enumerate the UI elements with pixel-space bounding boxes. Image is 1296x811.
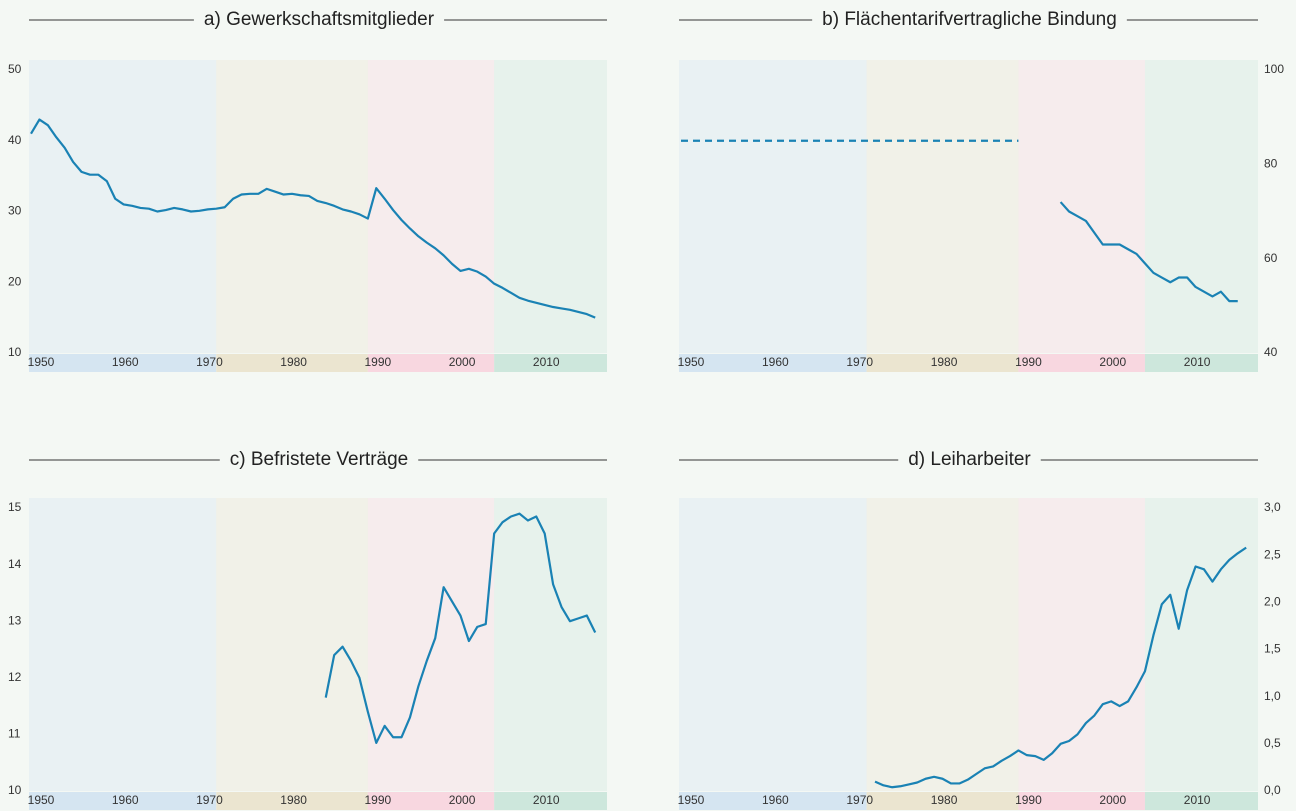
- era-band: [1018, 60, 1145, 353]
- y-tick-label: 13: [8, 613, 22, 627]
- era-band: [29, 60, 217, 353]
- era-band: [679, 60, 867, 353]
- x-tick-label: 2010: [1184, 793, 1211, 807]
- x-tick-label: 2010: [533, 355, 560, 369]
- era-band: [866, 498, 1019, 791]
- era-strip: [216, 792, 368, 810]
- y-tick-label: 2,0: [1264, 595, 1281, 609]
- era-band: [1144, 60, 1258, 353]
- x-tick-label: 1960: [112, 793, 139, 807]
- era-strip: [679, 354, 867, 372]
- era-strip: [29, 354, 217, 372]
- chart-title: d) Leiharbeiter: [908, 449, 1031, 470]
- x-tick-label: 2000: [449, 355, 476, 369]
- x-tick-label: 1950: [28, 355, 55, 369]
- x-tick-label: 1970: [846, 793, 873, 807]
- era-band: [216, 498, 368, 791]
- x-tick-label: 1950: [678, 355, 705, 369]
- era-band: [679, 498, 867, 791]
- era-band: [866, 60, 1019, 353]
- data-line: [874, 546, 1247, 789]
- y-tick-label: 2,5: [1264, 547, 1281, 561]
- chart-title: c) Befristete Verträge: [230, 449, 408, 470]
- era-strip: [1018, 792, 1145, 810]
- y-tick-label: 80: [1264, 157, 1278, 171]
- y-tick-label: 1,5: [1264, 642, 1281, 656]
- era-strip: [866, 792, 1019, 810]
- era-strip: [679, 792, 867, 810]
- x-tick-label: 1990: [1015, 793, 1042, 807]
- x-tick-label: 2000: [449, 793, 476, 807]
- x-tick-label: 1990: [1015, 355, 1042, 369]
- x-tick-label: 2000: [1099, 793, 1126, 807]
- era-strip: [367, 792, 495, 810]
- era-band: [367, 60, 495, 353]
- y-tick-label: 15: [8, 500, 22, 514]
- chart-title: b) Flächentarifvertragliche Bindung: [822, 9, 1117, 30]
- era-strip: [494, 354, 607, 372]
- data-line: [30, 118, 596, 319]
- x-tick-label: 1990: [364, 793, 391, 807]
- y-tick-label: 0,0: [1264, 783, 1281, 797]
- x-tick-label: 1980: [280, 355, 307, 369]
- y-tick-label: 30: [8, 204, 22, 218]
- era-strip: [494, 792, 607, 810]
- y-tick-label: 3,0: [1264, 500, 1281, 514]
- era-strip: [367, 354, 495, 372]
- y-tick-label: 1,0: [1264, 689, 1281, 703]
- x-tick-label: 1990: [364, 355, 391, 369]
- era-strip: [1144, 354, 1258, 372]
- y-tick-label: 60: [1264, 251, 1278, 265]
- era-band: [216, 60, 368, 353]
- y-tick-label: 11: [8, 727, 21, 741]
- y-tick-label: 14: [8, 557, 22, 571]
- y-tick-label: 12: [8, 670, 22, 684]
- era-strip: [216, 354, 368, 372]
- x-tick-label: 1980: [931, 355, 958, 369]
- y-tick-label: 100: [1264, 62, 1284, 76]
- x-tick-label: 1960: [762, 355, 789, 369]
- y-tick-label: 10: [8, 783, 22, 797]
- era-band: [1144, 498, 1258, 791]
- era-strip: [29, 792, 217, 810]
- y-tick-label: 0,5: [1264, 736, 1281, 750]
- x-tick-label: 1970: [846, 355, 873, 369]
- x-tick-label: 1950: [28, 793, 55, 807]
- x-tick-label: 1970: [196, 355, 223, 369]
- y-tick-label: 40: [8, 133, 22, 147]
- x-tick-label: 1960: [762, 793, 789, 807]
- y-tick-label: 50: [8, 62, 22, 76]
- x-tick-label: 2010: [533, 793, 560, 807]
- chart-title: a) Gewerkschaftsmitglieder: [204, 9, 435, 30]
- era-strip: [1018, 354, 1145, 372]
- x-tick-label: 2010: [1184, 355, 1211, 369]
- y-tick-label: 10: [8, 345, 22, 359]
- era-strip: [1144, 792, 1258, 810]
- x-tick-label: 1950: [678, 793, 705, 807]
- era-band: [494, 498, 607, 791]
- data-line: [1059, 201, 1238, 303]
- x-tick-label: 1970: [196, 793, 223, 807]
- era-band: [367, 498, 495, 791]
- x-tick-label: 2000: [1099, 355, 1126, 369]
- x-tick-label: 1980: [931, 793, 958, 807]
- data-line: [324, 512, 597, 744]
- era-band: [494, 60, 607, 353]
- era-strip: [866, 354, 1019, 372]
- y-tick-label: 40: [1264, 345, 1278, 359]
- x-tick-label: 1960: [112, 355, 139, 369]
- y-tick-label: 20: [8, 274, 22, 288]
- era-band: [1018, 498, 1145, 791]
- era-band: [29, 498, 217, 791]
- x-tick-label: 1980: [280, 793, 307, 807]
